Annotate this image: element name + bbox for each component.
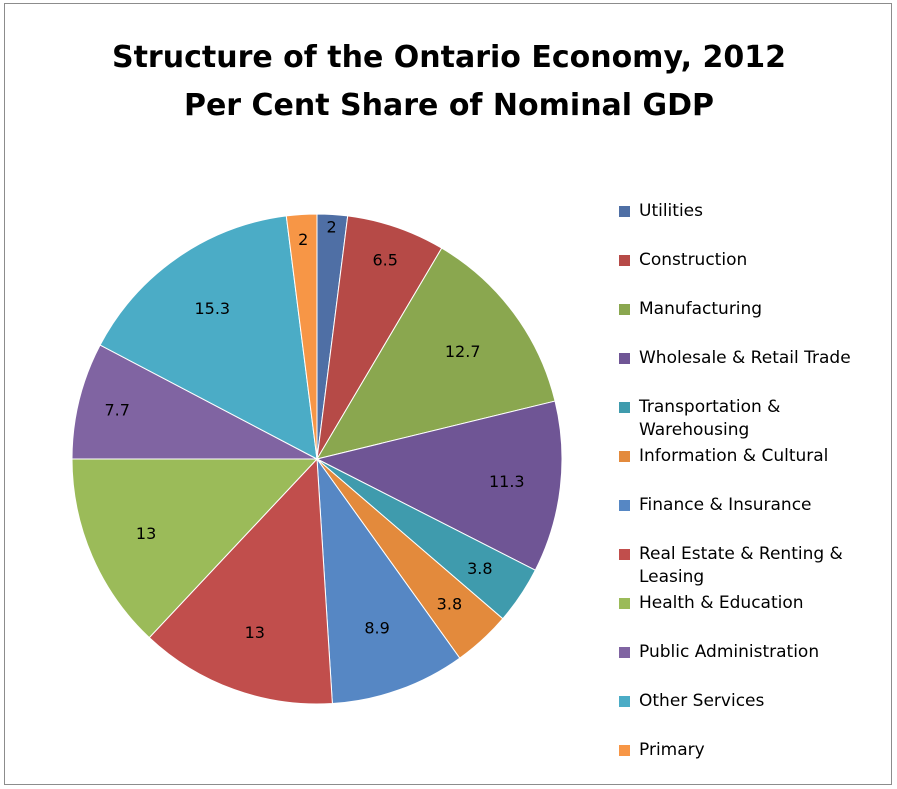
- legend-swatch-transportation-and-warehousing: [619, 402, 630, 413]
- data-label-construction: 6.5: [372, 251, 397, 270]
- legend-label-wholesale-and-retail-trade: Wholesale & Retail Trade: [639, 348, 851, 368]
- legend-label-finance-and-insurance: Finance & Insurance: [639, 495, 812, 515]
- data-label-real-estate-and-renting-and-leasing: 13: [245, 623, 265, 642]
- data-label-public-administration: 7.7: [104, 401, 129, 420]
- data-label-information-and-cultural: 3.8: [437, 595, 462, 614]
- legend-label-real-estate-and-renting-and-leasing: Real Estate & Renting & Leasing: [639, 544, 843, 587]
- data-label-transportation-and-warehousing: 3.8: [467, 559, 492, 578]
- data-label-manufacturing: 12.7: [445, 342, 481, 361]
- pie-slice-finance-and-insurance: [316, 457, 461, 705]
- legend-swatch-real-estate-and-renting-and-leasing: [619, 549, 630, 560]
- data-label-health-and-education: 13: [136, 524, 156, 543]
- legend-swatch-finance-and-insurance: [619, 500, 630, 511]
- legend-swatch-wholesale-and-retail-trade: [619, 353, 630, 364]
- legend-label-utilities: Utilities: [639, 201, 703, 221]
- pie-slice-real-estate-and-renting-and-leasing: [148, 457, 333, 705]
- legend-swatch-health-and-education: [619, 598, 630, 609]
- legend-label-manufacturing: Manufacturing: [639, 299, 763, 319]
- data-label-primary: 2: [298, 230, 308, 249]
- legend-label-construction: Construction: [639, 250, 748, 270]
- legend-label-transportation-and-warehousing: Transportation & Warehousing: [639, 397, 781, 440]
- legend-label-primary: Primary: [639, 740, 705, 760]
- legend-swatch-information-and-cultural: [619, 451, 630, 462]
- data-label-other-services: 15.3: [194, 299, 230, 318]
- legend-label-health-and-education: Health & Education: [639, 593, 804, 613]
- pie-slice-wholesale-and-retail-trade: [315, 400, 563, 571]
- pie-slice-public-administration: [71, 344, 318, 460]
- legend-swatch-manufacturing: [619, 304, 630, 315]
- legend-swatch-utilities: [619, 206, 630, 217]
- legend-swatch-other-services: [619, 696, 630, 707]
- pie-slice-manufacturing: [315, 247, 556, 460]
- chart-title-block: Structure of the Ontario Economy, 2012 P…: [5, 34, 893, 130]
- pie-slice-other-services: [99, 215, 318, 460]
- data-label-utilities: 2: [327, 218, 337, 237]
- legend-swatch-primary: [619, 745, 630, 756]
- legend-swatch-construction: [619, 255, 630, 266]
- pie-slice-primary: [285, 213, 318, 460]
- data-label-finance-and-insurance: 8.9: [364, 619, 389, 638]
- data-label-wholesale-and-retail-trade: 11.3: [489, 472, 525, 491]
- legend-swatch-public-administration: [619, 647, 630, 658]
- chart-subtitle: Per Cent Share of Nominal GDP: [183, 88, 715, 123]
- pie-slice-health-and-education: [71, 458, 319, 639]
- legend-label-public-administration: Public Administration: [639, 642, 820, 662]
- legend-label-other-services: Other Services: [639, 691, 765, 711]
- chart-title: Structure of the Ontario Economy, 2012: [111, 40, 787, 75]
- legend-label-information-and-cultural: Information & Cultural: [639, 446, 829, 466]
